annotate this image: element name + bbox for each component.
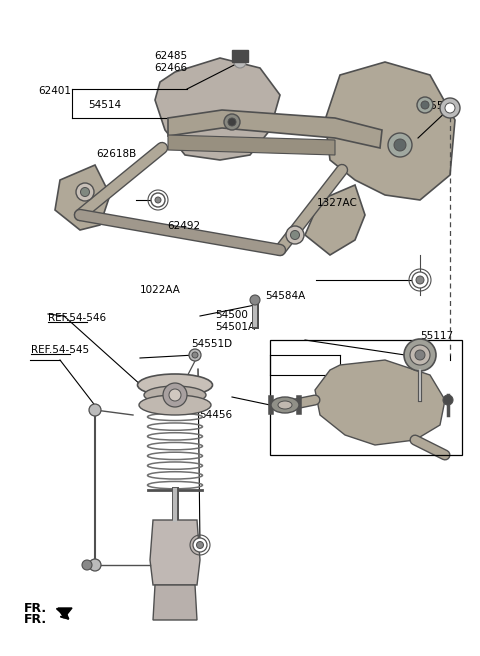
- Text: 54559C: 54559C: [418, 101, 458, 112]
- Text: REF.54-546: REF.54-546: [48, 312, 106, 323]
- Ellipse shape: [278, 401, 292, 409]
- Bar: [270, 340, 462, 455]
- Circle shape: [415, 350, 425, 360]
- Circle shape: [234, 56, 246, 68]
- Circle shape: [445, 103, 455, 113]
- Text: 55117: 55117: [420, 331, 454, 341]
- Text: 54551D: 54551D: [191, 338, 232, 349]
- Polygon shape: [305, 185, 365, 255]
- Polygon shape: [325, 62, 455, 200]
- Circle shape: [192, 352, 198, 358]
- Text: 62485: 62485: [154, 51, 187, 61]
- Circle shape: [196, 541, 204, 548]
- Text: FR.: FR.: [24, 602, 47, 615]
- Text: 54514: 54514: [88, 100, 121, 110]
- Text: 1327AC: 1327AC: [317, 198, 358, 209]
- Circle shape: [394, 139, 406, 151]
- Polygon shape: [168, 110, 382, 148]
- Circle shape: [286, 226, 304, 244]
- Circle shape: [224, 114, 240, 130]
- Circle shape: [163, 383, 187, 407]
- Circle shape: [440, 98, 460, 118]
- Circle shape: [443, 395, 453, 405]
- Text: 54501A: 54501A: [215, 321, 255, 332]
- Text: 62466: 62466: [154, 62, 187, 73]
- Text: 62492: 62492: [168, 220, 201, 231]
- Text: 62401: 62401: [38, 85, 71, 96]
- Text: REF.54-545: REF.54-545: [31, 345, 89, 356]
- Circle shape: [193, 538, 207, 552]
- Polygon shape: [155, 58, 280, 160]
- Circle shape: [416, 276, 424, 284]
- Bar: [232, 50, 248, 62]
- Text: FR.: FR.: [24, 613, 47, 626]
- Circle shape: [250, 295, 260, 305]
- Text: 54456: 54456: [199, 410, 232, 420]
- Ellipse shape: [137, 374, 213, 396]
- Text: 1022AA: 1022AA: [140, 285, 181, 295]
- Circle shape: [81, 188, 89, 197]
- Circle shape: [89, 559, 101, 571]
- Circle shape: [151, 193, 165, 207]
- Circle shape: [76, 183, 94, 201]
- Ellipse shape: [271, 397, 299, 413]
- Polygon shape: [153, 585, 197, 620]
- Circle shape: [290, 230, 300, 239]
- Circle shape: [82, 560, 92, 570]
- Circle shape: [169, 389, 181, 401]
- Polygon shape: [58, 608, 72, 618]
- Ellipse shape: [144, 386, 206, 404]
- Text: 62618B: 62618B: [96, 148, 136, 159]
- Circle shape: [155, 197, 161, 203]
- Ellipse shape: [139, 395, 211, 415]
- Circle shape: [404, 339, 436, 371]
- Text: 54584A: 54584A: [265, 291, 305, 301]
- Circle shape: [412, 272, 428, 288]
- Circle shape: [189, 349, 201, 361]
- Circle shape: [89, 404, 101, 416]
- Circle shape: [421, 101, 429, 109]
- Circle shape: [417, 97, 433, 113]
- Polygon shape: [168, 135, 335, 155]
- Circle shape: [388, 133, 412, 157]
- Circle shape: [410, 345, 430, 365]
- Polygon shape: [315, 360, 445, 445]
- Polygon shape: [55, 165, 110, 230]
- Polygon shape: [150, 520, 200, 585]
- Circle shape: [228, 118, 236, 126]
- Text: 54500: 54500: [215, 310, 248, 320]
